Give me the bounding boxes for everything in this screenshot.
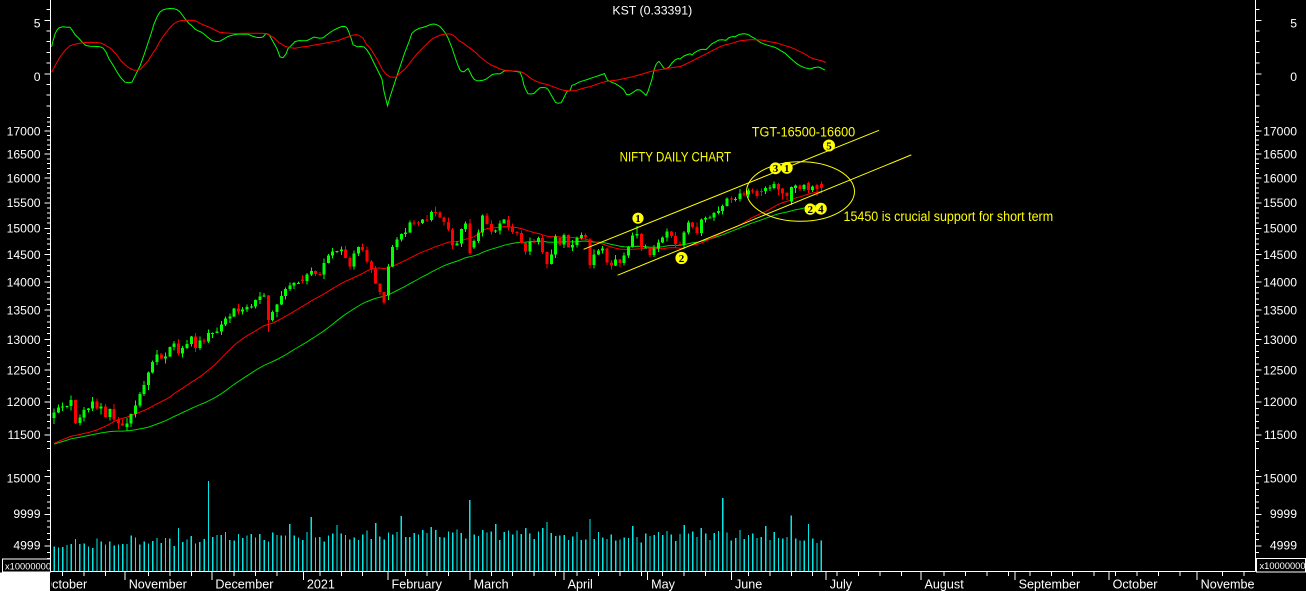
svg-text:x10000000: x10000000 — [1260, 561, 1306, 571]
svg-text:13000: 13000 — [7, 333, 41, 347]
svg-text:September: September — [1019, 578, 1081, 591]
svg-text:12000: 12000 — [1263, 395, 1297, 409]
svg-text:11500: 11500 — [8, 428, 41, 442]
svg-text:3: 3 — [773, 163, 779, 175]
svg-text:March: March — [474, 578, 509, 591]
svg-text:5: 5 — [1290, 16, 1297, 30]
svg-text:0: 0 — [1290, 70, 1297, 84]
svg-text:5: 5 — [826, 140, 832, 152]
svg-text:15000: 15000 — [7, 472, 41, 486]
svg-text:February: February — [392, 578, 443, 591]
svg-text:14500: 14500 — [1263, 248, 1297, 262]
svg-text:2021: 2021 — [307, 578, 335, 591]
svg-text:16500: 16500 — [1263, 148, 1297, 162]
svg-text:July: July — [830, 578, 853, 591]
svg-text:15500: 15500 — [7, 196, 41, 210]
svg-text:2: 2 — [807, 204, 813, 216]
svg-text:NIFTY DAILY CHART: NIFTY DAILY CHART — [620, 149, 732, 164]
svg-text:0: 0 — [34, 70, 41, 84]
svg-text:November: November — [129, 578, 187, 591]
svg-text:13500: 13500 — [1263, 304, 1297, 318]
svg-text:15500: 15500 — [1263, 196, 1297, 210]
svg-text:1: 1 — [784, 163, 790, 175]
svg-text:14000: 14000 — [1263, 275, 1297, 289]
svg-text:17000: 17000 — [7, 124, 41, 138]
svg-text:16000: 16000 — [7, 171, 41, 185]
svg-text:TGT-16500-16600: TGT-16500-16600 — [752, 125, 855, 140]
svg-text:1: 1 — [635, 213, 641, 225]
svg-text:5: 5 — [34, 16, 41, 30]
svg-text:9999: 9999 — [13, 507, 40, 521]
svg-text:April: April — [568, 578, 593, 591]
svg-text:15000: 15000 — [1263, 222, 1297, 236]
svg-text:x10000000: x10000000 — [5, 561, 51, 571]
svg-text:14000: 14000 — [7, 275, 41, 289]
svg-text:October: October — [1113, 578, 1158, 591]
svg-text:15000: 15000 — [1263, 472, 1297, 486]
svg-text:November: November — [1201, 578, 1259, 591]
svg-text:12000: 12000 — [7, 395, 41, 409]
svg-text:4999: 4999 — [13, 538, 40, 552]
svg-text:14500: 14500 — [7, 248, 41, 262]
svg-text:11500: 11500 — [1264, 428, 1297, 442]
svg-text:15000: 15000 — [7, 222, 41, 236]
svg-text:12500: 12500 — [7, 363, 41, 377]
svg-text:August: August — [925, 578, 965, 591]
svg-text:December: December — [215, 578, 273, 591]
svg-text:2: 2 — [679, 253, 685, 265]
svg-text:KST (0.33391): KST (0.33391) — [612, 3, 692, 17]
svg-text:13500: 13500 — [7, 304, 41, 318]
svg-text:4: 4 — [818, 204, 824, 216]
svg-text:15450 is crucial support for s: 15450 is crucial support for short term — [844, 209, 1054, 224]
svg-text:9999: 9999 — [1270, 507, 1297, 521]
svg-text:May: May — [651, 578, 675, 591]
svg-text:16000: 16000 — [1263, 171, 1297, 185]
svg-text:June: June — [735, 578, 762, 591]
svg-text:October: October — [42, 578, 87, 591]
svg-text:13000: 13000 — [1263, 333, 1297, 347]
svg-text:4999: 4999 — [1270, 538, 1297, 552]
svg-text:17000: 17000 — [1263, 124, 1297, 138]
svg-text:12500: 12500 — [1263, 363, 1297, 377]
svg-text:16500: 16500 — [7, 148, 41, 162]
